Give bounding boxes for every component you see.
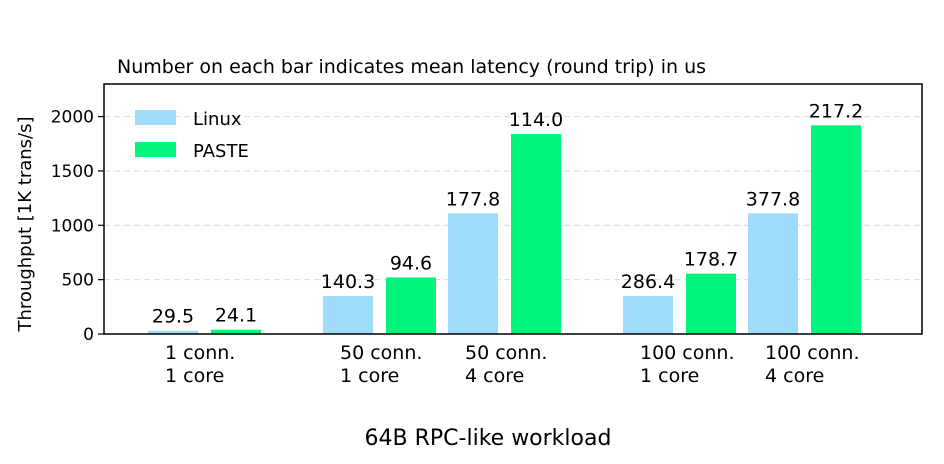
legend-swatch: [135, 142, 176, 157]
bar: [386, 277, 436, 334]
bar: [748, 213, 798, 334]
bar-value-label: 178.7: [684, 249, 738, 271]
x-category-label-line1: 50 conn.: [340, 342, 422, 364]
bar-value-label: 29.5: [152, 306, 194, 328]
bar: [686, 273, 736, 334]
legend-label: Linux: [193, 109, 242, 130]
chart-title: Number on each bar indicates mean latenc…: [117, 56, 706, 78]
bar-value-label: 377.8: [746, 188, 800, 210]
bar: [148, 330, 198, 334]
bar: [623, 295, 673, 334]
x-category-label-line2: 1 core: [340, 365, 399, 387]
y-axis-label: Throughput [1K trans/s]: [15, 116, 36, 332]
bar: [811, 125, 861, 334]
x-category-label-line1: 100 conn.: [765, 342, 860, 364]
y-tick-label: 1000: [51, 216, 94, 236]
x-axis-label: 64B RPC-like workload: [365, 426, 612, 451]
bar-value-labels: 29.5 24.1 140.3 94.6 177.8 114.0 286.4 178.7 377…: [152, 100, 863, 327]
bar: [211, 329, 261, 334]
legend-label: PASTE: [193, 141, 249, 162]
x-category-label-line2: 1 core: [165, 365, 224, 387]
y-axis: 0 500 1000 1500 2000: [51, 108, 104, 345]
x-category-label-line1: 50 conn.: [465, 342, 547, 364]
plot-frame: [103, 83, 923, 335]
x-category-label-line2: 1 core: [640, 365, 699, 387]
bar-value-label: 24.1: [215, 305, 257, 327]
bars: [148, 125, 861, 334]
bar-value-label: 114.0: [509, 109, 563, 131]
x-category-label-line1: 1 conn.: [165, 342, 235, 364]
y-tick-label: 2000: [51, 108, 94, 128]
x-category-label-line2: 4 core: [765, 365, 824, 387]
x-category-label-line1: 100 conn.: [640, 342, 735, 364]
y-tick-label: 500: [62, 271, 94, 291]
y-tick-label: 1500: [51, 162, 94, 182]
bar: [323, 295, 373, 334]
bar-value-label: 94.6: [390, 252, 432, 274]
bar-value-label: 217.2: [809, 100, 863, 122]
bar: [448, 213, 498, 334]
legend: Linux PASTE: [135, 109, 249, 162]
bar-value-label: 286.4: [621, 271, 675, 293]
bar-value-label: 140.3: [321, 271, 375, 293]
bar: [511, 134, 561, 334]
y-tick-label: 0: [83, 325, 94, 345]
bar-value-label: 177.8: [446, 188, 500, 210]
x-category-label-line2: 4 core: [465, 365, 524, 387]
legend-swatch: [135, 110, 176, 125]
